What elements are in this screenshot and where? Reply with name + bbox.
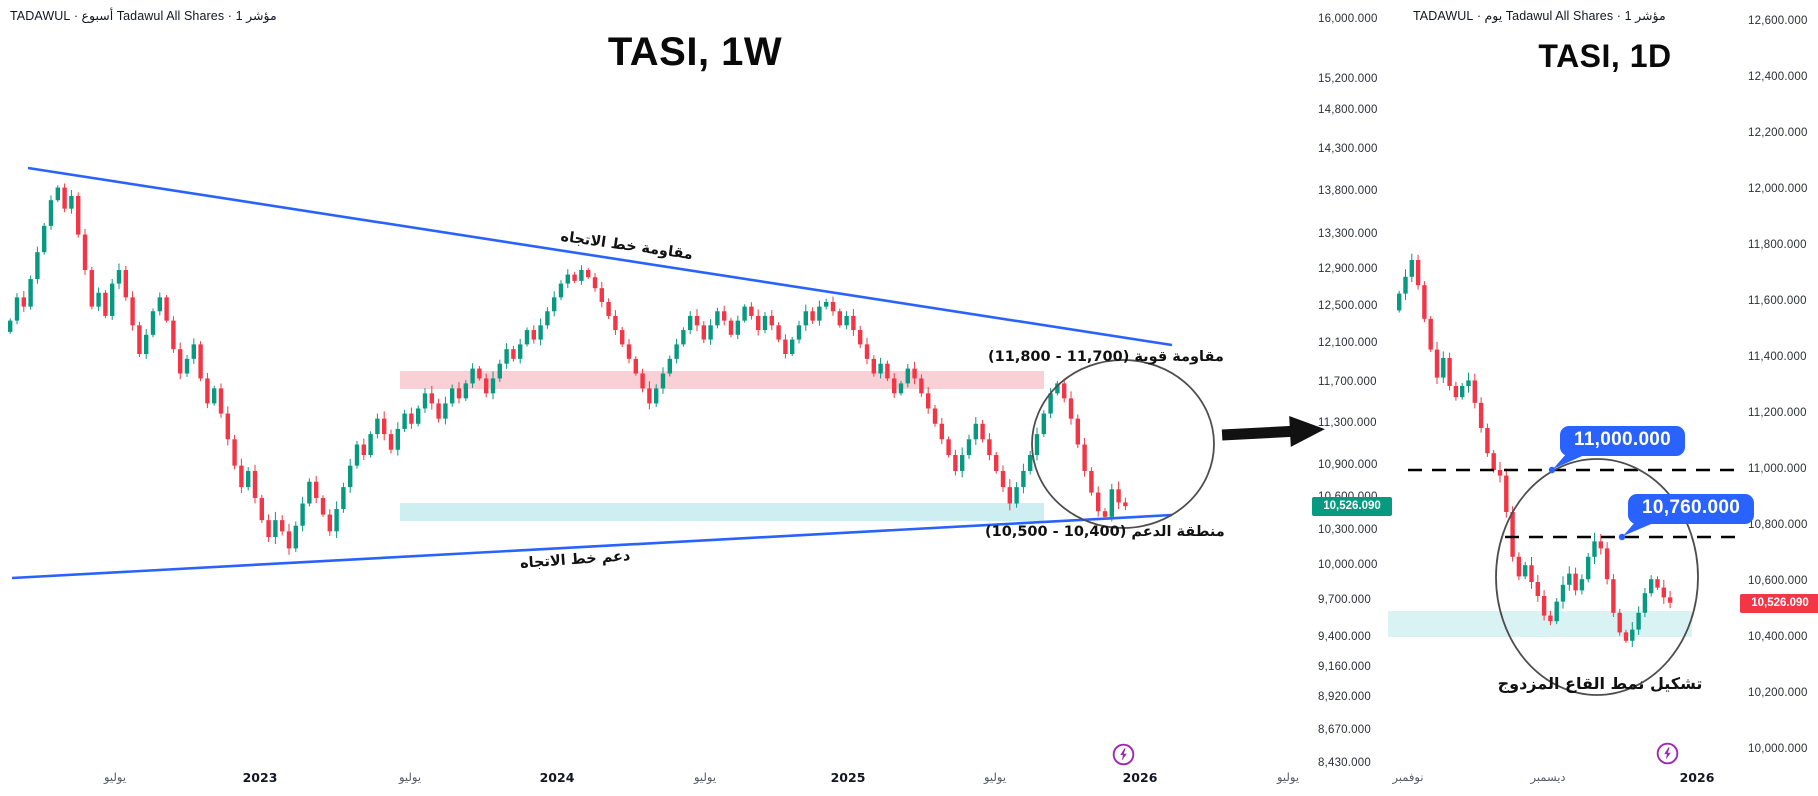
daily-symbol-legend[interactable]: مؤشر Tadawul All Shares · 1 يوم · TADAWU… [1413,9,1666,23]
price-axis-tick: 10,400.000 [1748,631,1808,643]
support-zone-band[interactable] [400,503,1044,521]
price-axis-tick: 11,300.000 [1318,416,1377,429]
price-callout-10760[interactable]: 10,760.000 [1628,494,1755,524]
price-axis-tick: 10,000.000 [1318,558,1378,571]
support-zone-label[interactable]: منطقة الدعم (10,400 - 10,500) [985,524,1225,540]
daily-price-axis[interactable]: 12,600.000 12,400.000 12,200.000 12,000.000… [1748,0,1818,796]
price-axis-tick: 11,000.000 [1748,463,1807,475]
time-axis-label: 2026 [1122,770,1158,785]
weekly-price-axis[interactable]: 16,000.000 15,200.000 14,800.000 14,300.000… [1318,0,1392,796]
price-axis-tick: 12,500.000 [1318,299,1378,312]
price-axis-tick: 8,920.000 [1318,691,1371,704]
daily-support-band[interactable] [1388,611,1692,637]
callout-tail-10760 [1623,521,1658,536]
weekly-candlestick-series [8,183,1128,555]
weekly-last-price-label: 10,526.090 [1312,497,1392,516]
price-axis-tick: 12,000.000 [1748,183,1808,195]
price-axis-tick: 10,000.000 [1748,743,1808,755]
lower-trendline[interactable] [11,513,1173,580]
price-axis-tick: 9,160.000 [1318,660,1371,673]
time-axis-label: نوفمبر [1392,770,1424,784]
price-axis-tick: 10,900.000 [1318,458,1378,471]
time-axis-label: يوليو [103,770,127,784]
price-axis-tick: 10,600.000 [1748,575,1808,587]
time-axis-label: يوليو [983,770,1007,784]
price-axis-tick: 11,200.000 [1748,407,1807,419]
time-axis-label: 2023 [242,770,278,785]
price-axis-tick: 14,800.000 [1318,103,1378,116]
daily-chart-title: TASI, 1D [1538,38,1672,74]
time-axis-label: 2025 [830,770,866,785]
daily-last-price-label: 10,526.090 [1740,594,1818,613]
strong-resistance-label[interactable]: مقاومة قوية (11,700 - 11,800) [988,349,1224,365]
price-axis-tick: 15,200.000 [1318,72,1378,85]
price-axis-tick: 12,400.000 [1748,71,1808,83]
price-axis-tick: 9,400.000 [1318,630,1371,643]
price-axis-tick: 10,300.000 [1318,524,1378,537]
time-axis-label: ديسمبر [1530,770,1566,784]
time-axis[interactable]: يوليو 2023 يوليو 2024 يوليو 2025 يوليو 2026 يولي… [0,770,1818,790]
weekly-chart-title: TASI, 1W [607,30,783,74]
time-axis-label: يوليو [693,770,717,784]
daily-candlestick-series [1397,253,1673,648]
price-axis-tick: 13,800.000 [1318,184,1378,197]
weekly-market-status-lightning-icon[interactable] [1112,743,1135,766]
price-axis-tick: 10,800.000 [1748,519,1808,531]
daily-market-status-lightning-icon[interactable] [1656,742,1679,765]
price-axis-tick: 11,400.000 [1748,351,1807,363]
price-axis-tick: 14,300.000 [1318,143,1378,156]
upper-trendline[interactable] [27,166,1173,347]
time-axis-label: 2024 [539,770,575,785]
callout-tail-11000 [1553,453,1589,469]
price-axis-tick: 12,900.000 [1318,263,1378,276]
price-axis-tick: 13,300.000 [1318,227,1378,240]
time-axis-label: 2026 [1679,770,1715,785]
weekly-focus-circle[interactable] [1031,359,1215,529]
time-axis-label: يوليو [398,770,422,784]
price-axis-tick: 8,430.000 [1318,756,1371,769]
price-axis-tick: 12,200.000 [1748,127,1808,139]
price-axis-tick: 11,700.000 [1318,376,1377,389]
time-axis-label: يوليو [1276,770,1300,784]
price-axis-tick: 16,000.000 [1318,13,1378,25]
price-axis-tick: 12,600.000 [1748,15,1808,27]
zoom-arrow [1221,415,1325,447]
price-axis-tick: 8,670.000 [1318,724,1371,737]
weekly-symbol-legend[interactable]: مؤشر Tadawul All Shares · 1 أسبوع · TADA… [10,9,277,23]
price-axis-tick: 12,100.000 [1318,337,1378,350]
price-axis-tick: 10,200.000 [1748,687,1808,699]
price-axis-tick: 11,600.000 [1748,295,1807,307]
price-callout-11000[interactable]: 11,000.000 [1560,426,1686,456]
price-axis-tick: 9,700.000 [1318,594,1371,607]
double-bottom-pattern-label[interactable]: تشكيل نمط القاع المزدوج [1497,674,1703,693]
price-axis-tick: 11,800.000 [1748,239,1807,251]
daily-double-bottom-circle[interactable] [1495,458,1699,696]
callout-anchor-10760 [1618,533,1626,541]
resistance-zone-band[interactable] [400,371,1044,389]
callout-anchor-11000 [1548,466,1556,474]
